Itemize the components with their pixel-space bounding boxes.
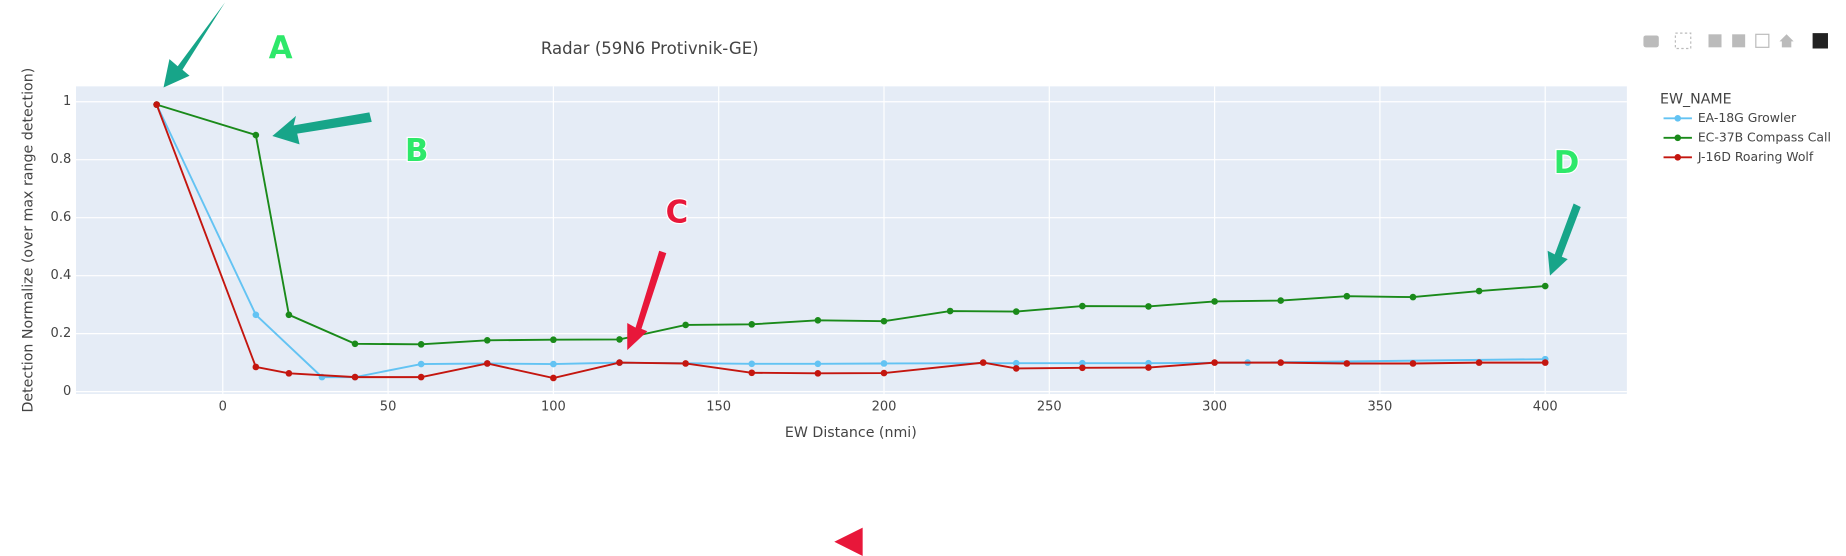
data-point [1409, 293, 1417, 301]
data-point [1343, 360, 1351, 367]
data-point [1145, 303, 1152, 310]
camera-icon[interactable] [1643, 35, 1659, 48]
x-tick-label: 250 [1037, 399, 1062, 414]
y-tick-label: 0.8 [51, 152, 72, 167]
autoscale-icon[interactable] [1755, 33, 1770, 48]
legend-label: EA-18G Growler [1698, 110, 1797, 125]
data-point [880, 360, 888, 367]
y-axis-title: Detection Normalize (over max range dete… [21, 68, 37, 413]
data-point [682, 360, 689, 367]
data-point [880, 369, 888, 377]
plotly-logo[interactable] [1812, 33, 1828, 49]
x-tick-label: 200 [872, 399, 897, 414]
select-icon[interactable] [1674, 32, 1692, 50]
data-point [748, 321, 756, 328]
legend-swatch-marker [1674, 134, 1682, 142]
data-point [682, 321, 689, 329]
arrow-a [163, 2, 226, 88]
data-point [351, 340, 359, 348]
y-tick-label: 0.6 [51, 210, 72, 225]
data-point [1475, 287, 1483, 295]
y-tick-label: 0.2 [51, 326, 72, 341]
data-point [351, 373, 359, 381]
legend-title: EW_NAME [1660, 91, 1732, 107]
arrow-c [627, 250, 667, 351]
zoom-out-icon[interactable] [1732, 34, 1746, 48]
legend-label: EC-37B Compass Call [1698, 129, 1831, 144]
x-tick-label: 400 [1533, 399, 1558, 414]
data-point [285, 311, 293, 319]
data-point [1145, 364, 1152, 371]
arrow-e [834, 527, 863, 556]
y-tick-label: 1 [63, 94, 71, 109]
data-point [1079, 364, 1086, 372]
data-point [1079, 359, 1086, 367]
data-point [814, 316, 822, 324]
data-point [550, 360, 557, 368]
data-point [153, 101, 160, 108]
data-point [1277, 359, 1285, 366]
data-point [252, 131, 260, 139]
x-tick-label: 100 [541, 399, 566, 414]
x-axis-title: EW Distance (nmi) [785, 425, 917, 441]
plot-area [75, 86, 1627, 394]
toolbar [1643, 32, 1828, 50]
data-point [616, 336, 623, 343]
data-point [1211, 359, 1218, 366]
data-point [1343, 292, 1351, 300]
arrow-d [1547, 203, 1581, 276]
data-point [252, 363, 260, 371]
data-point [880, 317, 888, 325]
data-point [1012, 308, 1020, 315]
series-line [155, 104, 1546, 379]
y-tick-label: 0 [63, 384, 71, 399]
data-point [483, 360, 491, 367]
data-point [1012, 359, 1020, 367]
x-tick-label: 300 [1202, 399, 1227, 414]
data-point [285, 370, 293, 377]
data-point [483, 336, 491, 344]
chart-title: Radar (59N6 Protivnik-GE) [541, 39, 759, 58]
series-line [156, 103, 1546, 346]
data-point [1211, 298, 1218, 305]
data-point [550, 336, 557, 344]
x-tick-label: 0 [219, 399, 227, 414]
data-point [1541, 359, 1549, 366]
data-point [1079, 302, 1086, 310]
data-point [1277, 297, 1285, 304]
data-point [748, 369, 756, 377]
legend-label: J-16D Roaring Wolf [1697, 149, 1814, 164]
arrows [163, 2, 1581, 556]
annotation-label: C [666, 195, 689, 231]
data-point [1541, 282, 1549, 290]
arrow-b [272, 112, 372, 145]
zoom-in-icon[interactable] [1708, 34, 1722, 48]
data-point [417, 341, 425, 348]
data-point [1409, 360, 1417, 367]
data-point [1012, 365, 1020, 372]
data-point [616, 359, 623, 366]
annotation-label: A [269, 30, 293, 66]
legend-swatch-marker [1674, 154, 1682, 161]
annotation-label: D [1554, 145, 1580, 181]
data-point [550, 374, 557, 382]
x-tick-label: 350 [1367, 399, 1392, 414]
x-tick-label: 50 [380, 399, 397, 414]
data-point [979, 359, 987, 366]
data-point [946, 307, 954, 315]
legend-swatch-marker [1674, 114, 1682, 122]
x-tick-label: 150 [706, 399, 731, 414]
data-point [1475, 359, 1483, 366]
data-point [814, 370, 822, 377]
data-point [417, 360, 425, 368]
annotation-label: B [405, 133, 428, 169]
data-point [252, 311, 260, 319]
data-point [814, 360, 822, 368]
home-icon[interactable] [1779, 34, 1794, 48]
data-point [417, 373, 425, 381]
data-point [748, 360, 756, 368]
y-tick-label: 0.4 [51, 268, 72, 283]
